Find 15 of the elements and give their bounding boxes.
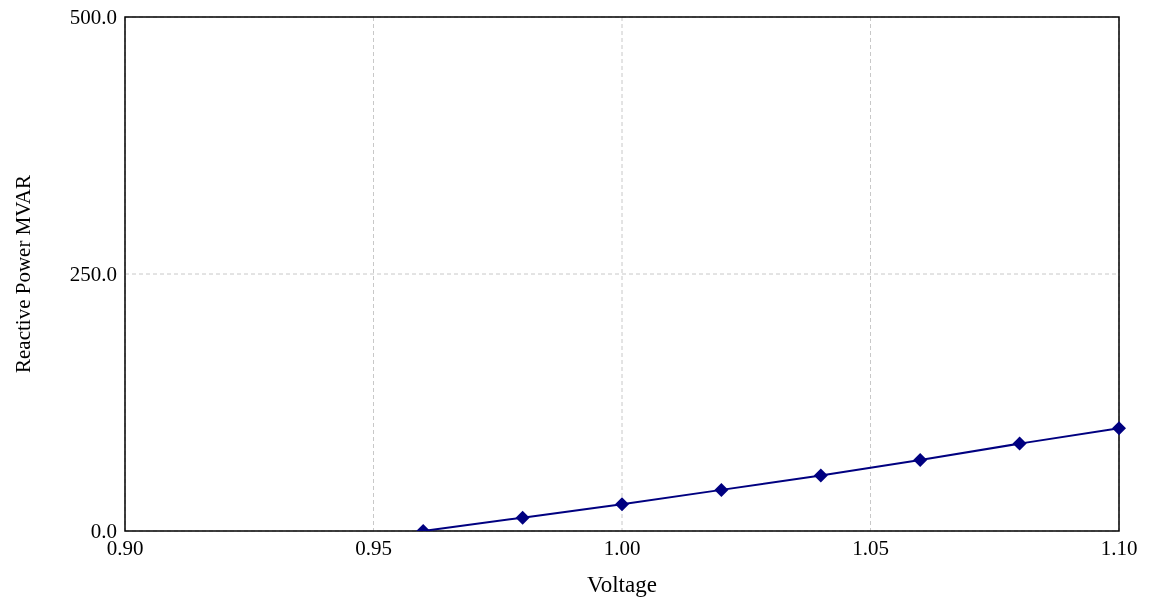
point [714, 482, 729, 497]
x-axis-title: Voltage [587, 572, 657, 597]
point [1012, 436, 1027, 451]
point [615, 497, 629, 512]
point [813, 468, 828, 483]
x-tick-label: 1.00 [603, 536, 641, 560]
y-axis-title: Reactive Power MVAR [11, 175, 35, 373]
x-tick-label: 1.10 [1100, 536, 1138, 560]
x-tick-label: 0.95 [355, 536, 392, 560]
point [515, 510, 530, 525]
x-tick-label: 1.05 [852, 536, 889, 560]
point [913, 453, 928, 468]
point [1112, 421, 1126, 436]
y-tick-label: 500.0 [69, 5, 117, 29]
y-tick-label: 250.0 [69, 262, 117, 286]
